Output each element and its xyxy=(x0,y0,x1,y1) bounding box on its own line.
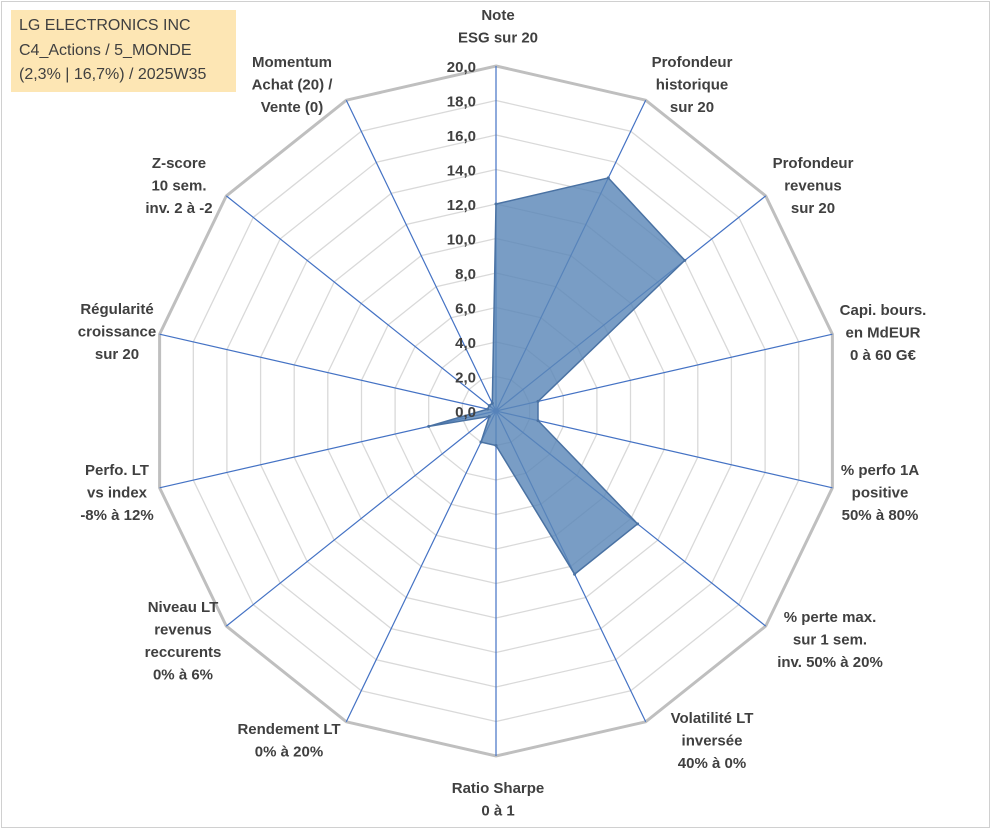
data-point xyxy=(494,202,498,206)
data-point xyxy=(606,176,610,180)
data-point xyxy=(486,407,490,411)
data-point xyxy=(494,444,498,447)
axis-label-line: Note xyxy=(481,7,514,24)
axis-label-line: sur 20 xyxy=(670,99,714,116)
axis-label-line: 0% à 6% xyxy=(153,667,213,684)
axis-spoke xyxy=(159,333,497,412)
axis-label-line: Ratio Sharpe xyxy=(452,780,545,797)
data-point xyxy=(427,424,431,428)
data-point xyxy=(479,440,483,444)
data-point xyxy=(536,419,540,423)
axis-spoke xyxy=(345,99,497,412)
axis-spoke xyxy=(225,410,497,627)
tick-label: 16,0 xyxy=(447,128,476,145)
axis-label-line: 10 sem. xyxy=(151,178,206,195)
axis-label: Momentum Achat (20) / Vente (0) xyxy=(252,54,334,116)
data-point xyxy=(683,258,687,262)
axis-label-line: Niveau LT xyxy=(148,599,219,616)
tick-label: 2,0 xyxy=(455,370,476,387)
tick-label: 4,0 xyxy=(455,335,476,352)
period-label: (2,3% | 16,7%) / 2025W35 xyxy=(19,66,207,83)
tick-label: 14,0 xyxy=(447,163,476,180)
axis-label: Régularité croissance sur 20 xyxy=(78,301,156,363)
axis-label-line: 0 à 60 G€ xyxy=(850,347,917,364)
axis-label-line: inversée xyxy=(682,733,743,750)
axis-spoke xyxy=(495,333,833,412)
data-point xyxy=(636,522,640,526)
tick-label: 10,0 xyxy=(447,232,476,249)
axis-label-line: % perte max. xyxy=(784,609,877,626)
axis-label: Volatilité LT inversée 40% à 0% xyxy=(671,710,754,772)
tick-label: 8,0 xyxy=(455,266,476,283)
tick-label: 6,0 xyxy=(455,301,476,318)
axis-label-line: sur 1 sem. xyxy=(793,632,867,649)
axis-label-line: Z-score xyxy=(152,155,206,172)
axis-label: Niveau LT revenus reccurents 0% à 6% xyxy=(145,599,222,684)
tick-label: 18,0 xyxy=(447,94,476,111)
tick-label: 20,0 xyxy=(447,59,476,76)
axis-label-line: revenus xyxy=(784,178,842,195)
axis-label-line: 0% à 20% xyxy=(255,744,323,761)
axis-label-line: inv. 2 à -2 xyxy=(145,200,212,217)
axis-label: Rendement LT 0% à 20% xyxy=(237,721,340,761)
axis-label: Profondeur revenus sur 20 xyxy=(773,155,854,217)
axis-label-line: Volatilité LT xyxy=(671,710,754,727)
axis-label-line: % perfo 1A xyxy=(841,462,920,479)
axis-label-line: inv. 50% à 20% xyxy=(777,654,883,671)
axis-label-line: historique xyxy=(656,77,729,94)
data-point xyxy=(487,404,491,408)
axis-label-line: positive xyxy=(852,485,909,502)
axis-label: % perte max. sur 1 sem. inv. 50% à 20% xyxy=(777,609,883,671)
axis-label-line: Rendement LT xyxy=(237,721,340,738)
axis-label: Capi. bours. en MdEUR 0 à 60 G€ xyxy=(840,302,927,364)
axis-label-line: -8% à 12% xyxy=(80,507,153,524)
axis-spoke xyxy=(345,410,497,723)
axis-label: % perfo 1A positive 50% à 80% xyxy=(841,462,920,524)
company-name: LG ELECTRONICS INC xyxy=(19,17,191,34)
axis-label-line: Achat (20) / xyxy=(252,77,334,94)
axis-label: Perfo. LT vs index -8% à 12% xyxy=(80,462,153,524)
data-point xyxy=(490,401,494,405)
category-label: C4_Actions / 5_MONDE xyxy=(19,41,192,59)
tick-label: 12,0 xyxy=(447,197,476,214)
axis-label-line: revenus xyxy=(154,622,212,639)
axis-label-line: reccurents xyxy=(145,644,222,661)
axis-label-line: Perfo. LT xyxy=(85,462,149,479)
axis-label-line: sur 20 xyxy=(791,200,835,217)
axis-spoke xyxy=(495,410,833,489)
axis-label-line: 50% à 80% xyxy=(842,507,919,524)
data-point xyxy=(487,414,491,418)
axis-label-line: sur 20 xyxy=(95,346,139,363)
axis-label-line: vs index xyxy=(87,485,148,502)
axis-label-line: en MdEUR xyxy=(846,325,921,342)
axis-label: Z-score 10 sem. inv. 2 à -2 xyxy=(145,155,212,217)
axis-label-line: 40% à 0% xyxy=(678,755,746,772)
axis-label-line: croissance xyxy=(78,324,156,341)
tick-label: 0,0 xyxy=(455,404,476,421)
axis-label-line: Profondeur xyxy=(652,54,733,71)
axis-label-line: Capi. bours. xyxy=(840,302,927,319)
axis-label-line: 0 à 1 xyxy=(481,803,514,820)
axis-spoke xyxy=(225,195,497,412)
axis-label-line: Profondeur xyxy=(773,155,854,172)
axis-label: Profondeur historique sur 20 xyxy=(652,54,733,116)
axis-label: Ratio Sharpe 0 à 1 xyxy=(452,780,545,820)
info-box: LG ELECTRONICS INC C4_Actions / 5_MONDE … xyxy=(11,10,236,92)
axis-label-line: Régularité xyxy=(80,301,153,318)
axis-label-line: Momentum xyxy=(252,54,332,71)
axis-label-line: ESG sur 20 xyxy=(458,30,538,47)
axis-label-line: Vente (0) xyxy=(261,99,324,116)
axis-label: Note ESG sur 20 xyxy=(458,7,538,47)
data-point xyxy=(536,399,540,403)
data-point xyxy=(573,572,577,576)
